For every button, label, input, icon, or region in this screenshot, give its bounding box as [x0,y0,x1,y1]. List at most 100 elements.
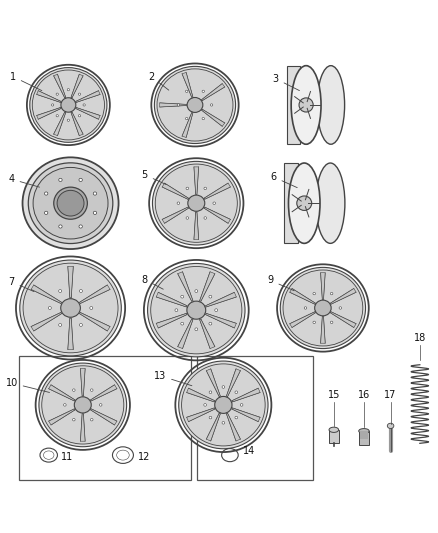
Polygon shape [81,369,85,396]
Ellipse shape [79,225,82,228]
Ellipse shape [204,403,206,406]
Polygon shape [81,414,85,441]
Text: 16: 16 [358,390,370,400]
Ellipse shape [387,423,394,429]
Ellipse shape [181,322,184,325]
Ellipse shape [175,309,178,312]
Ellipse shape [73,418,75,421]
Ellipse shape [280,268,366,349]
Ellipse shape [90,389,93,391]
Text: 10: 10 [6,378,49,392]
Text: 9: 9 [268,276,294,290]
Ellipse shape [291,66,321,144]
Ellipse shape [204,187,207,190]
Polygon shape [76,91,100,102]
Polygon shape [200,319,215,349]
Ellipse shape [39,363,127,447]
Ellipse shape [67,119,70,122]
Polygon shape [331,288,356,304]
Ellipse shape [210,104,213,106]
Polygon shape [68,266,73,298]
Ellipse shape [317,66,345,144]
Ellipse shape [155,164,237,243]
Ellipse shape [154,67,236,143]
Text: 6: 6 [271,172,297,188]
Ellipse shape [93,211,97,214]
Polygon shape [71,74,83,98]
Ellipse shape [177,202,180,205]
Ellipse shape [83,104,85,106]
Ellipse shape [209,322,212,325]
Ellipse shape [59,324,62,326]
Ellipse shape [222,386,225,388]
Ellipse shape [339,307,342,309]
Ellipse shape [52,104,54,106]
Ellipse shape [79,324,82,326]
Ellipse shape [48,306,51,309]
Text: 12: 12 [138,452,150,462]
Ellipse shape [289,163,320,244]
Polygon shape [331,312,356,327]
Polygon shape [31,312,61,331]
Ellipse shape [209,391,212,393]
Ellipse shape [202,117,205,120]
Ellipse shape [45,192,48,195]
Ellipse shape [61,98,76,112]
Bar [359,431,369,445]
Polygon shape [37,108,61,119]
Polygon shape [290,312,315,327]
Ellipse shape [283,270,363,346]
Ellipse shape [90,418,93,421]
Ellipse shape [359,429,369,433]
Polygon shape [182,112,193,138]
Ellipse shape [186,217,189,219]
Ellipse shape [313,321,315,324]
Ellipse shape [313,293,315,295]
Ellipse shape [185,90,188,92]
Text: 17: 17 [385,390,397,400]
Ellipse shape [297,196,312,211]
Polygon shape [201,84,225,101]
Text: 4: 4 [9,174,39,187]
Ellipse shape [74,397,91,413]
Ellipse shape [299,98,313,112]
Ellipse shape [45,211,48,214]
Polygon shape [194,167,198,195]
Ellipse shape [186,187,189,190]
Text: 5: 5 [141,170,166,184]
Ellipse shape [177,104,180,106]
Polygon shape [76,108,100,119]
Ellipse shape [152,161,240,245]
Ellipse shape [57,190,84,216]
Polygon shape [194,212,198,239]
Polygon shape [178,319,193,349]
Ellipse shape [195,328,198,330]
Polygon shape [178,272,193,301]
Text: 14: 14 [243,446,255,456]
Polygon shape [187,408,215,422]
Ellipse shape [28,163,113,244]
Bar [19,356,191,480]
Polygon shape [205,293,236,307]
Ellipse shape [79,179,82,182]
Ellipse shape [20,260,121,356]
Ellipse shape [78,115,81,117]
Text: 8: 8 [142,274,163,289]
Polygon shape [204,183,230,199]
Ellipse shape [54,187,87,219]
Ellipse shape [204,217,207,219]
Text: 3: 3 [273,74,300,91]
Polygon shape [49,385,75,401]
Ellipse shape [78,93,81,95]
Ellipse shape [59,179,62,182]
Ellipse shape [209,295,212,298]
Ellipse shape [329,427,339,432]
Bar [360,431,368,439]
Ellipse shape [148,263,245,357]
Text: 13: 13 [154,370,192,386]
Ellipse shape [330,321,333,324]
Ellipse shape [73,389,75,391]
Polygon shape [204,207,230,223]
Polygon shape [206,369,220,397]
Polygon shape [226,369,240,397]
